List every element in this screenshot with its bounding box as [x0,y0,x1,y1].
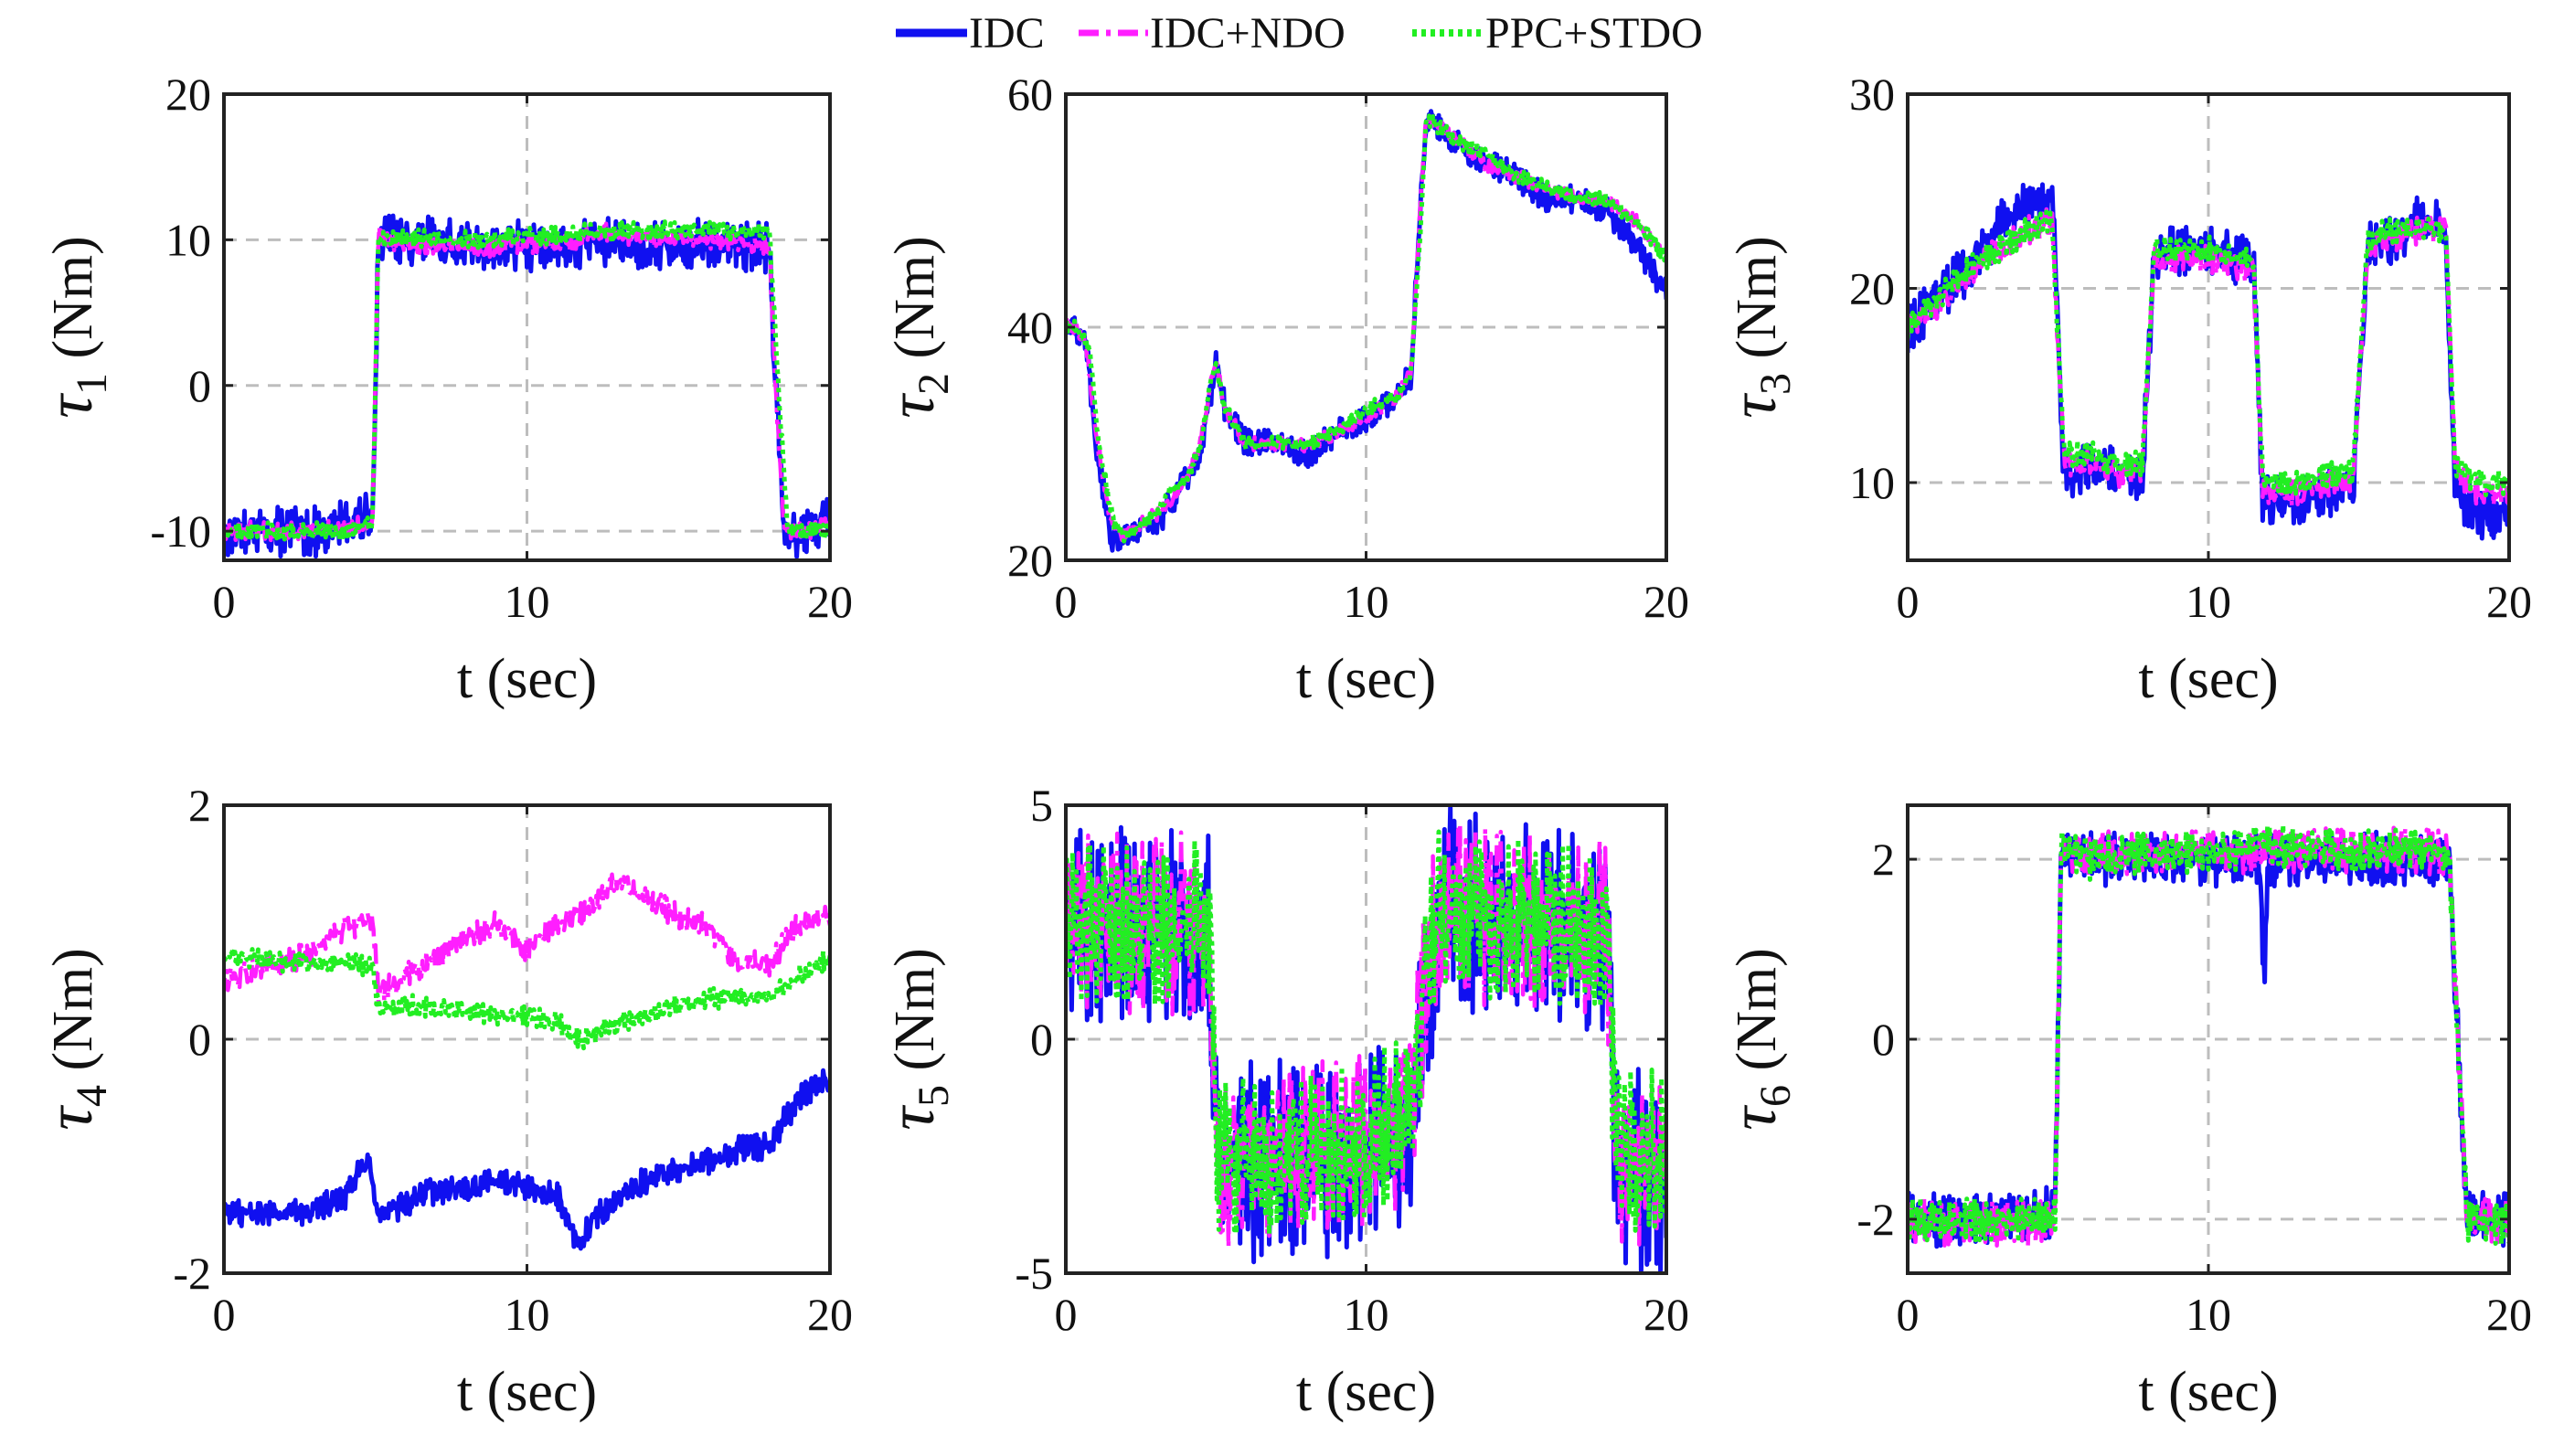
x-tick-label: 20 [807,1289,853,1340]
series-line-ppc-stdo [1908,209,2509,498]
x-tick-label: 10 [505,1289,550,1340]
x-tick-label: 0 [1055,576,1078,627]
series-group [224,213,830,559]
y-axis-label: τ5 (Nm) [875,948,958,1131]
y-tick-label: 0 [1030,1014,1053,1065]
x-tick-label: 10 [2186,1289,2231,1340]
x-tick-label: 0 [213,1289,236,1340]
y-tick-label: 20 [1007,535,1053,586]
y-tick-label: 2 [1872,834,1895,885]
y-axis-label: τ1 (Nm) [33,236,116,419]
series-group [1908,182,2509,541]
y-tick-label: 0 [188,1014,211,1065]
x-tick-label: 10 [2186,576,2231,627]
y-tick-label: -2 [1856,1194,1895,1245]
series-line-ppc-stdo [1066,113,1666,544]
y-tick-label: 10 [165,214,211,265]
legend: IDC IDC+NDO PPC+STDO [896,9,1703,58]
x-axis-label: t (sec) [1296,648,1436,710]
y-tick-label: 40 [1007,302,1053,353]
y-axis-label: τ6 (Nm) [1717,948,1800,1131]
panel-tau2: 0 10 20 20 40 60 t (sec) τ2 (Nm) [875,69,1689,710]
x-tick-label: 10 [505,576,550,627]
y-axis-label: τ4 (Nm) [33,948,116,1131]
series-group [224,872,830,1251]
series-line-idc [224,1068,830,1251]
series-line-ppc-stdo [224,219,830,542]
series-line-idc-ndo [1066,114,1666,543]
x-tick-label: 10 [1344,576,1389,627]
series-line-ppc-stdo [1908,823,2509,1247]
x-axis-label: t (sec) [457,648,597,710]
x-axis-label: t (sec) [2138,1361,2278,1423]
x-axis-label: t (sec) [2138,648,2278,710]
x-tick-label: 20 [2486,1289,2532,1340]
y-tick-label: 60 [1007,69,1053,120]
legend-label-idc: IDC [969,9,1045,58]
y-tick-label: -10 [150,505,211,557]
y-tick-label: 30 [1849,69,1895,120]
x-tick-label: 20 [1643,1289,1689,1340]
y-tick-label: 0 [188,360,211,411]
x-tick-label: 10 [1344,1289,1389,1340]
series-line-ppc-stdo [224,945,830,1051]
x-tick-label: 20 [807,576,853,627]
y-tick-label: 20 [1849,263,1895,314]
series-group [1066,109,1666,553]
y-axis-label: τ2 (Nm) [875,236,958,419]
x-tick-label: 0 [213,576,236,627]
x-tick-label: 0 [1055,1289,1078,1340]
x-tick-label: 0 [1897,1289,1920,1340]
y-tick-label: 20 [165,69,211,120]
y-tick-label: 0 [1872,1014,1895,1065]
panel-tau3: 0 10 20 10 20 30 t (sec) τ3 (Nm) [1717,69,2532,710]
x-tick-label: 20 [2486,576,2532,627]
y-tick-label: 2 [188,780,211,831]
series-group [1066,805,1666,1273]
y-tick-label: 10 [1849,457,1895,508]
y-tick-label: -5 [1015,1248,1053,1299]
legend-label-idc-ndo: IDC+NDO [1150,9,1346,58]
series-line-ppc-stdo [1066,829,1666,1237]
series-line-idc-ndo [224,872,830,1004]
series-group [1908,823,2509,1249]
y-tick-label: 5 [1030,780,1053,831]
x-tick-label: 20 [1643,576,1689,627]
x-tick-label: 0 [1897,576,1920,627]
x-axis-label: t (sec) [457,1361,597,1423]
legend-label-ppc-stdo: PPC+STDO [1485,9,1703,58]
y-tick-label: -2 [173,1248,211,1299]
x-axis-label: t (sec) [1296,1361,1436,1423]
y-axis-label: τ3 (Nm) [1717,236,1800,419]
